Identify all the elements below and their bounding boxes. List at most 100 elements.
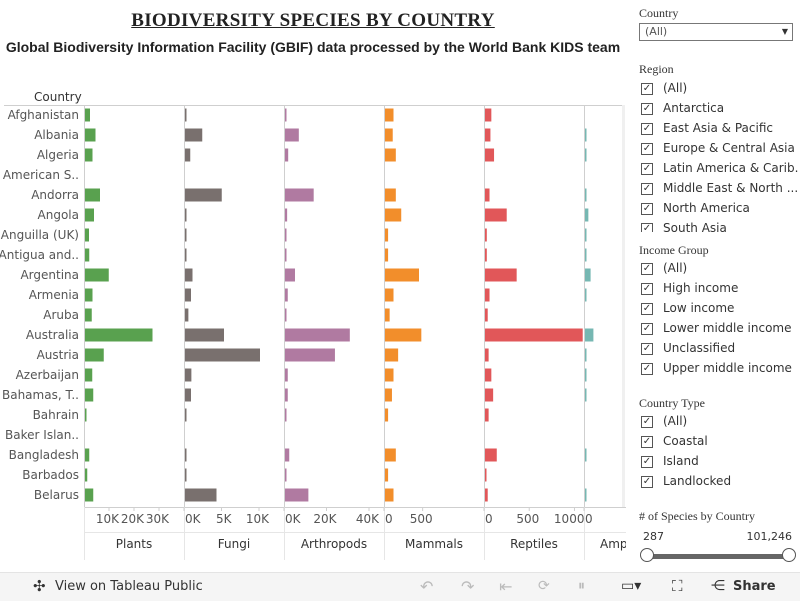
x-tick-label: 0 — [585, 512, 593, 526]
type-option[interactable]: ✓ Coastal — [641, 434, 708, 448]
country-filter-title: Country — [639, 6, 679, 20]
bar — [385, 228, 389, 242]
type-option[interactable]: ✓ Island — [641, 454, 699, 468]
bar — [185, 248, 187, 262]
bar — [285, 288, 288, 302]
category-label: Barbados — [22, 468, 79, 482]
species-range-min-handle[interactable] — [640, 548, 654, 562]
bar — [585, 348, 587, 362]
checkbox-checked-icon[interactable]: ✓ — [641, 123, 653, 135]
share-icon[interactable]: ⋲ — [711, 578, 725, 594]
checkbox-checked-icon[interactable]: ✓ — [641, 323, 653, 335]
bar — [385, 268, 419, 282]
bar — [285, 448, 290, 462]
checkbox-checked-icon[interactable]: ✓ — [641, 303, 653, 315]
x-tick-label: 0K — [285, 512, 302, 526]
checkbox-checked-icon[interactable]: ✓ — [641, 436, 653, 448]
panel-label: Mammals — [405, 537, 463, 551]
bar — [585, 228, 587, 242]
checkbox-checked-icon[interactable]: ✓ — [641, 283, 653, 295]
region-option[interactable]: ✓ (All) — [641, 81, 688, 95]
region-filter-list[interactable]: ✓ (All) ✓ Antarctica ✓ East Asia & Pacific … — [638, 80, 798, 232]
region-option[interactable]: ✓ Latin America & Carib... — [641, 161, 798, 175]
species-range-track[interactable] — [644, 554, 790, 559]
type-filter-list[interactable]: ✓ (All) ✓ Coastal ✓ Island ✓ Landlocked — [638, 413, 798, 495]
checkbox-checked-icon[interactable]: ✓ — [641, 456, 653, 468]
bar — [585, 248, 587, 262]
species-range-max-handle[interactable] — [782, 548, 796, 562]
bar — [85, 288, 93, 302]
checkbox-checked-icon[interactable]: ✓ — [641, 363, 653, 375]
bar — [385, 468, 389, 482]
bar — [585, 328, 594, 342]
checkbox-checked-icon[interactable]: ✓ — [641, 163, 653, 175]
bar — [85, 248, 90, 262]
checkbox-checked-icon[interactable]: ✓ — [641, 143, 653, 155]
category-label: Argentina — [20, 268, 79, 282]
region-option[interactable]: ✓ South Asia — [641, 220, 798, 232]
download-icon[interactable]: ▭▾ — [621, 578, 642, 594]
income-option[interactable]: ✓ High income — [641, 281, 739, 295]
income-option[interactable]: ✓ (All) — [641, 261, 688, 275]
bar — [385, 288, 394, 302]
category-label: Bahamas, T.. — [2, 388, 79, 402]
category-label: Afghanistan — [8, 108, 79, 122]
checkbox-checked-icon[interactable]: ✓ — [641, 343, 653, 355]
bar — [485, 148, 495, 162]
bar — [485, 188, 490, 202]
x-tick-label: 40K — [356, 512, 380, 526]
checkbox-checked-icon[interactable]: ✓ — [641, 223, 653, 232]
bar — [185, 208, 187, 222]
category-label: Azerbaijan — [16, 368, 79, 382]
country-dropdown[interactable]: (All) ▼ — [639, 23, 793, 41]
income-option[interactable]: ✓ Low income — [641, 301, 735, 315]
bar — [185, 408, 187, 422]
redo-icon[interactable]: ↷ — [461, 577, 475, 596]
bar — [385, 388, 392, 402]
undo-icon[interactable]: ↶ — [420, 577, 434, 596]
bar — [285, 368, 288, 382]
bar — [185, 188, 222, 202]
bar — [85, 228, 89, 242]
bar — [285, 328, 350, 342]
share-button[interactable]: Share — [733, 579, 776, 594]
region-option[interactable]: ✓ Middle East & North ... — [641, 181, 798, 195]
bar — [85, 328, 153, 342]
bar — [185, 228, 187, 242]
checkbox-checked-icon[interactable]: ✓ — [641, 263, 653, 275]
bar — [385, 148, 396, 162]
checkbox-checked-icon[interactable]: ✓ — [641, 83, 653, 95]
checkbox-checked-icon[interactable]: ✓ — [641, 416, 653, 428]
bar — [285, 208, 288, 222]
bar — [85, 188, 100, 202]
x-tick-label: 10K — [96, 512, 120, 526]
region-option[interactable]: ✓ East Asia & Pacific — [641, 121, 773, 135]
bar — [185, 448, 187, 462]
bar — [185, 308, 189, 322]
type-option[interactable]: ✓ (All) — [641, 414, 688, 428]
checkbox-checked-icon[interactable]: ✓ — [641, 476, 653, 488]
income-filter-list[interactable]: ✓ (All) ✓ High income ✓ Low income ✓ Lower m… — [638, 260, 798, 382]
fullscreen-icon[interactable]: ⛶ — [672, 577, 683, 595]
bar — [385, 328, 422, 342]
checkbox-checked-icon[interactable]: ✓ — [641, 103, 653, 115]
region-option[interactable]: ✓ North America — [641, 201, 750, 215]
income-option[interactable]: ✓ Unclassified — [641, 341, 736, 355]
region-option[interactable]: ✓ Europe & Central Asia — [641, 141, 795, 155]
income-option[interactable]: ✓ Lower middle income — [641, 321, 792, 335]
checkbox-checked-icon[interactable]: ✓ — [641, 203, 653, 215]
bar — [585, 448, 587, 462]
bar — [385, 108, 394, 122]
checkbox-checked-icon[interactable]: ✓ — [641, 183, 653, 195]
view-on-tableau-link[interactable]: View on Tableau Public — [55, 579, 203, 594]
bar — [385, 128, 393, 142]
bar — [85, 468, 88, 482]
type-option[interactable]: ✓ Landlocked — [641, 474, 732, 488]
refresh-icon[interactable]: ⟳ — [538, 578, 550, 594]
bar — [485, 488, 488, 502]
pause-icon[interactable]: ⏸ — [578, 578, 585, 594]
income-option[interactable]: ✓ Upper middle income — [641, 361, 792, 375]
bar — [485, 208, 507, 222]
region-option[interactable]: ✓ Antarctica — [641, 101, 725, 115]
revert-icon[interactable]: ⇤ — [499, 577, 513, 596]
